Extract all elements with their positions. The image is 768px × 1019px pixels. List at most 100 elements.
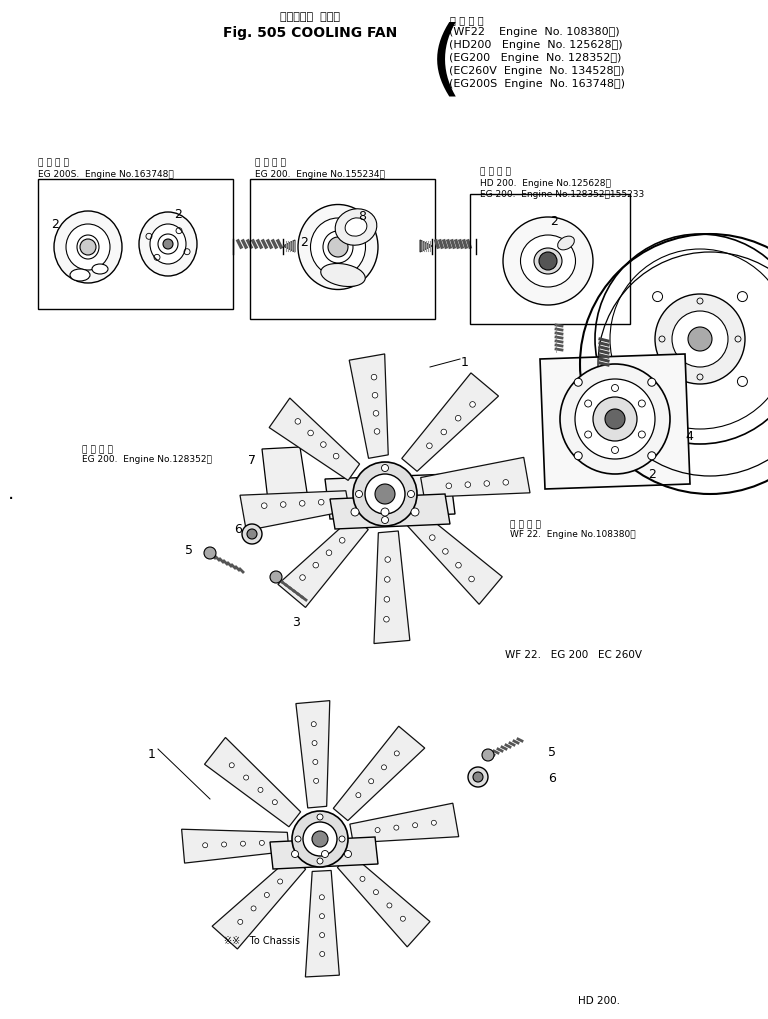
Ellipse shape bbox=[150, 225, 186, 265]
Ellipse shape bbox=[310, 219, 366, 277]
Circle shape bbox=[385, 577, 390, 583]
Text: 8: 8 bbox=[358, 210, 366, 223]
Polygon shape bbox=[330, 494, 450, 530]
Text: 2: 2 bbox=[300, 235, 308, 249]
Text: 2: 2 bbox=[174, 208, 182, 221]
Circle shape bbox=[426, 443, 432, 449]
Text: 1: 1 bbox=[461, 356, 469, 369]
Circle shape bbox=[261, 503, 267, 508]
Text: HD 200.: HD 200. bbox=[578, 995, 620, 1005]
Ellipse shape bbox=[139, 213, 197, 277]
Circle shape bbox=[300, 575, 306, 581]
Circle shape bbox=[584, 400, 591, 408]
Ellipse shape bbox=[503, 218, 593, 306]
Ellipse shape bbox=[54, 212, 122, 283]
Text: 6: 6 bbox=[548, 771, 556, 785]
Circle shape bbox=[384, 616, 389, 623]
Text: ·: · bbox=[8, 489, 15, 508]
Circle shape bbox=[258, 788, 263, 793]
Circle shape bbox=[317, 858, 323, 864]
Circle shape bbox=[163, 239, 173, 250]
Polygon shape bbox=[374, 532, 410, 644]
Circle shape bbox=[322, 851, 329, 858]
Ellipse shape bbox=[534, 249, 562, 275]
Circle shape bbox=[373, 890, 379, 895]
Ellipse shape bbox=[298, 205, 378, 290]
Ellipse shape bbox=[321, 264, 366, 287]
Text: 2: 2 bbox=[648, 468, 656, 481]
Circle shape bbox=[240, 842, 246, 847]
Circle shape bbox=[574, 452, 582, 461]
Circle shape bbox=[468, 577, 475, 582]
Circle shape bbox=[441, 430, 446, 435]
Circle shape bbox=[230, 763, 234, 768]
Ellipse shape bbox=[70, 270, 90, 281]
Circle shape bbox=[319, 895, 324, 900]
Polygon shape bbox=[278, 518, 368, 607]
Circle shape bbox=[339, 837, 345, 842]
Circle shape bbox=[611, 385, 618, 392]
Polygon shape bbox=[337, 854, 430, 947]
Circle shape bbox=[311, 721, 316, 727]
Circle shape bbox=[303, 822, 337, 856]
Circle shape bbox=[365, 475, 405, 515]
Circle shape bbox=[313, 562, 319, 569]
Circle shape bbox=[312, 741, 317, 746]
Circle shape bbox=[373, 411, 379, 417]
Circle shape bbox=[319, 932, 325, 937]
Circle shape bbox=[300, 501, 305, 506]
Circle shape bbox=[326, 550, 332, 556]
Polygon shape bbox=[540, 355, 690, 489]
Text: 1: 1 bbox=[148, 747, 156, 760]
Bar bbox=[470, 195, 630, 325]
Circle shape bbox=[484, 481, 489, 487]
Circle shape bbox=[381, 508, 389, 517]
Circle shape bbox=[243, 775, 249, 781]
Circle shape bbox=[221, 842, 227, 847]
Circle shape bbox=[584, 432, 591, 438]
Circle shape bbox=[688, 328, 712, 352]
Text: 4: 4 bbox=[685, 430, 693, 442]
Polygon shape bbox=[333, 727, 425, 820]
Circle shape bbox=[593, 397, 637, 441]
Ellipse shape bbox=[92, 265, 108, 275]
Circle shape bbox=[408, 491, 415, 498]
Ellipse shape bbox=[77, 235, 99, 260]
Text: Fig. 505 COOLING FAN: Fig. 505 COOLING FAN bbox=[223, 25, 397, 40]
Text: EG 200.  Engine No.155234～: EG 200. Engine No.155234～ bbox=[255, 170, 385, 178]
Circle shape bbox=[295, 837, 301, 842]
Circle shape bbox=[351, 508, 359, 517]
Circle shape bbox=[647, 379, 656, 387]
Circle shape bbox=[372, 393, 378, 398]
Circle shape bbox=[158, 234, 178, 255]
Text: (WF22    Engine  No. 108380～): (WF22 Engine No. 108380～) bbox=[449, 26, 620, 37]
Polygon shape bbox=[402, 374, 498, 472]
Text: 3: 3 bbox=[292, 615, 300, 629]
Circle shape bbox=[455, 562, 462, 569]
Bar bbox=[250, 179, 435, 320]
Circle shape bbox=[412, 823, 418, 827]
Circle shape bbox=[382, 517, 389, 524]
Circle shape bbox=[320, 442, 326, 448]
Polygon shape bbox=[408, 512, 502, 604]
Text: EG 200.  Engine No.128352～155233: EG 200. Engine No.128352～155233 bbox=[480, 190, 644, 199]
Circle shape bbox=[247, 530, 257, 539]
Circle shape bbox=[382, 765, 386, 770]
Circle shape bbox=[345, 851, 352, 858]
Polygon shape bbox=[349, 355, 389, 459]
Circle shape bbox=[394, 825, 399, 830]
Circle shape bbox=[328, 237, 348, 258]
Circle shape bbox=[270, 572, 282, 584]
Circle shape bbox=[429, 535, 435, 541]
Circle shape bbox=[203, 843, 207, 848]
Circle shape bbox=[384, 597, 389, 602]
Circle shape bbox=[317, 814, 323, 820]
Text: 適 用 号 機: 適 用 号 機 bbox=[510, 520, 541, 529]
Circle shape bbox=[655, 294, 745, 384]
Circle shape bbox=[432, 820, 436, 825]
Text: 7: 7 bbox=[248, 453, 256, 467]
Circle shape bbox=[385, 557, 390, 562]
Polygon shape bbox=[350, 803, 458, 843]
Text: (HD200   Engine  No. 125628～): (HD200 Engine No. 125628～) bbox=[449, 40, 623, 50]
Circle shape bbox=[400, 916, 406, 921]
